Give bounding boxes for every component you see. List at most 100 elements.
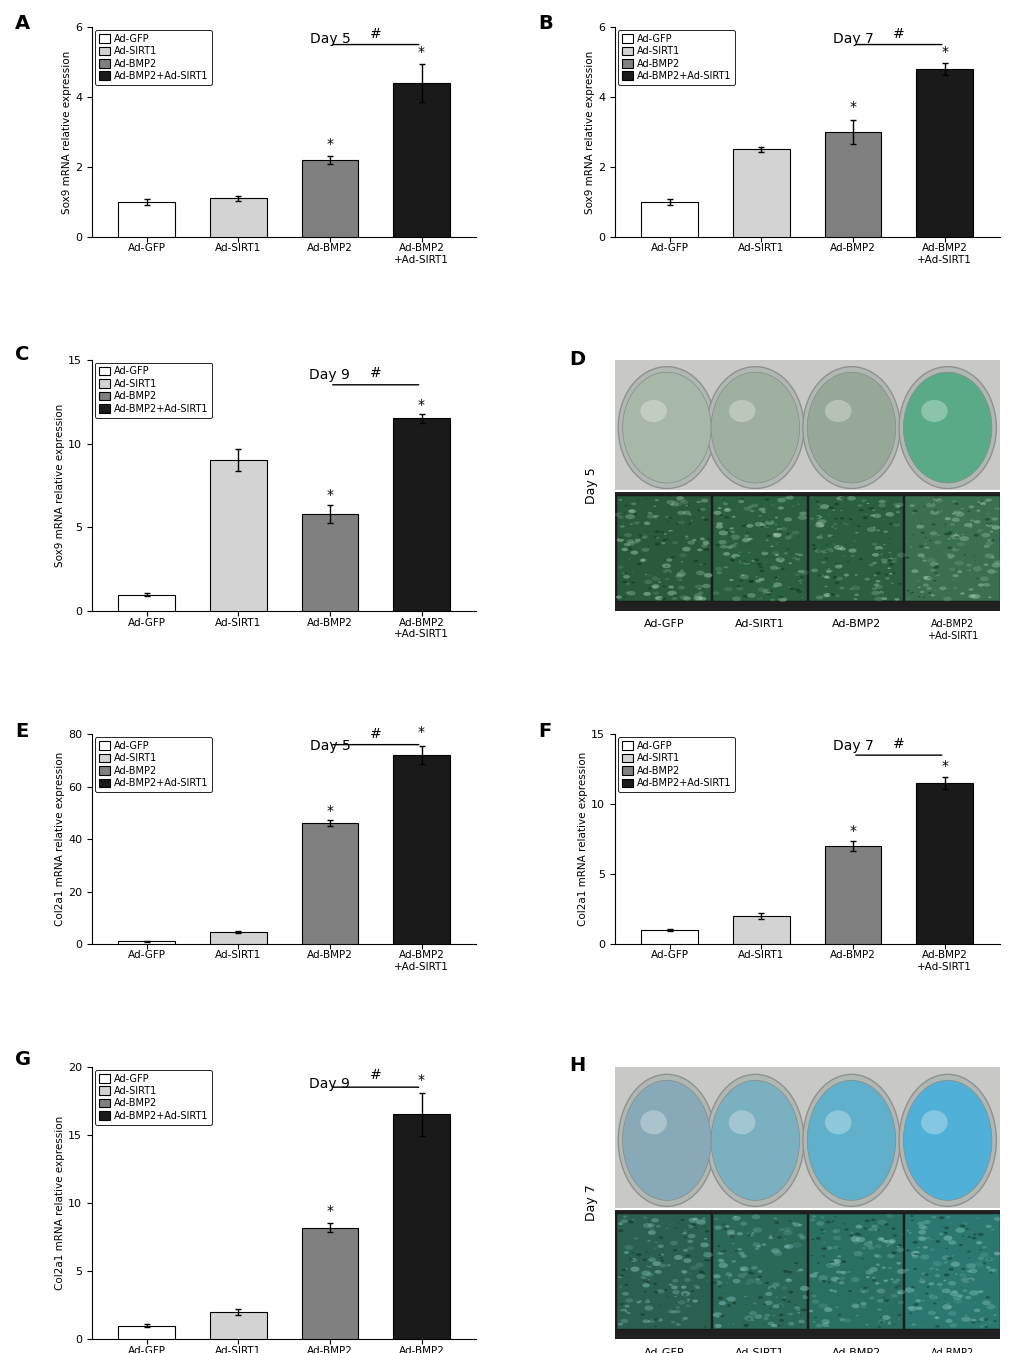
Ellipse shape bbox=[920, 1272, 925, 1276]
Ellipse shape bbox=[811, 1238, 814, 1241]
Text: #: # bbox=[892, 27, 904, 41]
Ellipse shape bbox=[725, 509, 729, 510]
Text: Ad-SIRT1: Ad-SIRT1 bbox=[735, 1348, 784, 1353]
Ellipse shape bbox=[672, 597, 677, 599]
Legend: Ad-GFP, Ad-SIRT1, Ad-BMP2, Ad-BMP2+Ad-SIRT1: Ad-GFP, Ad-SIRT1, Ad-BMP2, Ad-BMP2+Ad-SI… bbox=[95, 737, 212, 792]
Ellipse shape bbox=[798, 580, 801, 582]
Ellipse shape bbox=[880, 1239, 887, 1243]
Ellipse shape bbox=[736, 1233, 742, 1235]
Ellipse shape bbox=[980, 533, 989, 537]
Ellipse shape bbox=[770, 1249, 780, 1253]
Ellipse shape bbox=[802, 367, 900, 488]
Ellipse shape bbox=[756, 597, 762, 599]
Text: F: F bbox=[537, 721, 550, 740]
Ellipse shape bbox=[912, 510, 917, 513]
Ellipse shape bbox=[984, 518, 988, 521]
Ellipse shape bbox=[839, 548, 845, 551]
Ellipse shape bbox=[669, 1310, 676, 1314]
Ellipse shape bbox=[979, 1253, 987, 1257]
Ellipse shape bbox=[856, 525, 860, 528]
Ellipse shape bbox=[628, 548, 632, 549]
Ellipse shape bbox=[833, 524, 836, 525]
Ellipse shape bbox=[801, 1308, 806, 1311]
Ellipse shape bbox=[834, 528, 837, 529]
Ellipse shape bbox=[713, 1218, 718, 1220]
Ellipse shape bbox=[963, 522, 971, 528]
Ellipse shape bbox=[973, 534, 978, 537]
Ellipse shape bbox=[786, 548, 789, 549]
Ellipse shape bbox=[866, 528, 875, 532]
Ellipse shape bbox=[949, 1323, 956, 1327]
Ellipse shape bbox=[863, 1242, 872, 1246]
Ellipse shape bbox=[984, 524, 991, 528]
Ellipse shape bbox=[910, 1287, 914, 1288]
Ellipse shape bbox=[986, 1258, 989, 1260]
Ellipse shape bbox=[859, 1288, 868, 1293]
Ellipse shape bbox=[698, 1270, 704, 1273]
Ellipse shape bbox=[912, 1241, 917, 1243]
Ellipse shape bbox=[862, 517, 867, 520]
Text: Day 5: Day 5 bbox=[309, 32, 350, 46]
FancyBboxPatch shape bbox=[712, 1214, 806, 1329]
Ellipse shape bbox=[773, 534, 777, 536]
Ellipse shape bbox=[659, 1257, 662, 1258]
Ellipse shape bbox=[660, 543, 664, 544]
Ellipse shape bbox=[875, 571, 880, 575]
Ellipse shape bbox=[896, 503, 903, 506]
Ellipse shape bbox=[889, 572, 892, 575]
Ellipse shape bbox=[622, 1080, 710, 1200]
Ellipse shape bbox=[949, 522, 954, 525]
Ellipse shape bbox=[715, 571, 721, 574]
Ellipse shape bbox=[631, 582, 635, 583]
Ellipse shape bbox=[687, 1234, 695, 1238]
Ellipse shape bbox=[647, 1239, 650, 1242]
Ellipse shape bbox=[789, 587, 794, 590]
Ellipse shape bbox=[884, 511, 894, 517]
Ellipse shape bbox=[618, 1074, 714, 1207]
Ellipse shape bbox=[776, 576, 780, 578]
Ellipse shape bbox=[967, 597, 971, 598]
Text: Ad-SIRT1: Ad-SIRT1 bbox=[735, 618, 784, 629]
Ellipse shape bbox=[787, 1279, 789, 1280]
Ellipse shape bbox=[741, 575, 744, 576]
Ellipse shape bbox=[892, 503, 898, 506]
Ellipse shape bbox=[625, 514, 634, 520]
Ellipse shape bbox=[799, 576, 803, 578]
Ellipse shape bbox=[732, 1302, 736, 1304]
Ellipse shape bbox=[968, 1291, 977, 1296]
Ellipse shape bbox=[950, 1261, 959, 1266]
Ellipse shape bbox=[877, 1326, 879, 1327]
Ellipse shape bbox=[719, 1250, 722, 1253]
Ellipse shape bbox=[897, 1292, 901, 1293]
Ellipse shape bbox=[897, 1314, 901, 1316]
Ellipse shape bbox=[751, 1215, 759, 1219]
Ellipse shape bbox=[965, 564, 971, 567]
Ellipse shape bbox=[922, 1220, 929, 1224]
Ellipse shape bbox=[762, 590, 770, 594]
Ellipse shape bbox=[660, 532, 663, 533]
Ellipse shape bbox=[860, 1306, 866, 1308]
Ellipse shape bbox=[757, 515, 761, 517]
Ellipse shape bbox=[818, 1303, 826, 1308]
Ellipse shape bbox=[952, 513, 955, 514]
Ellipse shape bbox=[680, 1219, 684, 1222]
Ellipse shape bbox=[812, 1321, 814, 1323]
Ellipse shape bbox=[621, 548, 628, 551]
Ellipse shape bbox=[966, 1270, 970, 1273]
Ellipse shape bbox=[860, 1258, 863, 1260]
Ellipse shape bbox=[768, 1235, 771, 1237]
Ellipse shape bbox=[685, 537, 689, 540]
Ellipse shape bbox=[773, 1222, 779, 1224]
Ellipse shape bbox=[823, 593, 830, 597]
Ellipse shape bbox=[799, 511, 806, 515]
Ellipse shape bbox=[692, 1218, 698, 1220]
Ellipse shape bbox=[906, 590, 909, 591]
Ellipse shape bbox=[679, 553, 687, 557]
Ellipse shape bbox=[871, 587, 876, 590]
Ellipse shape bbox=[796, 1310, 800, 1311]
Ellipse shape bbox=[667, 586, 674, 589]
Ellipse shape bbox=[934, 498, 943, 502]
Ellipse shape bbox=[779, 557, 782, 560]
Ellipse shape bbox=[732, 1279, 740, 1283]
Ellipse shape bbox=[889, 557, 894, 560]
